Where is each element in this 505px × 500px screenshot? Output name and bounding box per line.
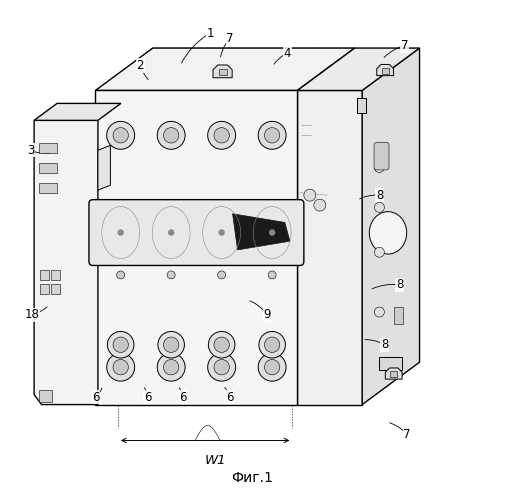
Circle shape: [117, 271, 125, 279]
Circle shape: [107, 122, 135, 150]
Text: 7: 7: [403, 428, 411, 441]
Circle shape: [265, 128, 280, 143]
Text: 8: 8: [376, 188, 383, 202]
Polygon shape: [379, 357, 402, 370]
Circle shape: [258, 353, 286, 381]
FancyBboxPatch shape: [39, 143, 57, 153]
Polygon shape: [233, 214, 290, 250]
Circle shape: [265, 360, 280, 375]
Polygon shape: [95, 48, 355, 90]
Circle shape: [164, 128, 179, 143]
Circle shape: [164, 360, 179, 375]
Text: 5: 5: [207, 208, 214, 222]
Text: 2: 2: [136, 59, 144, 72]
Circle shape: [314, 199, 326, 211]
Circle shape: [265, 337, 280, 352]
Circle shape: [214, 360, 229, 375]
Text: 8: 8: [381, 338, 388, 351]
Ellipse shape: [369, 212, 407, 254]
Circle shape: [269, 230, 275, 235]
Circle shape: [208, 122, 236, 150]
Circle shape: [218, 271, 226, 279]
Text: Фиг.1: Фиг.1: [232, 472, 273, 486]
FancyBboxPatch shape: [394, 307, 402, 324]
Polygon shape: [297, 48, 420, 90]
Circle shape: [258, 122, 286, 150]
FancyBboxPatch shape: [382, 68, 389, 73]
Circle shape: [374, 202, 384, 212]
Circle shape: [208, 353, 236, 381]
Text: 6: 6: [92, 390, 99, 404]
Polygon shape: [153, 48, 355, 84]
Polygon shape: [297, 90, 362, 405]
Circle shape: [374, 307, 384, 317]
Circle shape: [113, 337, 128, 352]
Text: 7: 7: [401, 39, 409, 52]
Text: 18: 18: [25, 308, 39, 322]
Circle shape: [214, 337, 229, 352]
Circle shape: [209, 332, 235, 358]
Circle shape: [214, 128, 229, 143]
Polygon shape: [34, 120, 98, 405]
Circle shape: [168, 230, 174, 235]
Circle shape: [167, 271, 175, 279]
FancyBboxPatch shape: [219, 69, 227, 75]
Circle shape: [157, 353, 185, 381]
Circle shape: [113, 360, 128, 375]
Circle shape: [158, 332, 184, 358]
FancyBboxPatch shape: [51, 284, 60, 294]
Circle shape: [259, 332, 285, 358]
FancyBboxPatch shape: [40, 270, 48, 280]
Circle shape: [304, 189, 316, 201]
Polygon shape: [95, 90, 297, 405]
Circle shape: [164, 337, 179, 352]
Text: 1: 1: [207, 26, 214, 40]
Text: 6: 6: [144, 390, 152, 404]
Text: 8: 8: [396, 278, 403, 291]
Circle shape: [157, 122, 185, 150]
Polygon shape: [362, 48, 420, 405]
Polygon shape: [34, 104, 121, 120]
Text: 8: 8: [393, 221, 401, 234]
Circle shape: [108, 332, 134, 358]
Polygon shape: [213, 65, 232, 78]
Text: 6: 6: [179, 390, 186, 404]
Polygon shape: [98, 146, 111, 190]
Circle shape: [118, 230, 124, 235]
Text: W1: W1: [205, 454, 226, 468]
Circle shape: [268, 271, 276, 279]
Text: 4: 4: [284, 46, 291, 60]
FancyBboxPatch shape: [374, 142, 389, 170]
FancyBboxPatch shape: [39, 390, 52, 402]
Circle shape: [374, 248, 384, 257]
Circle shape: [107, 353, 135, 381]
Circle shape: [113, 128, 128, 143]
FancyBboxPatch shape: [390, 372, 397, 377]
Polygon shape: [377, 64, 393, 76]
FancyBboxPatch shape: [89, 200, 304, 266]
FancyBboxPatch shape: [40, 284, 48, 294]
Polygon shape: [385, 368, 402, 379]
FancyBboxPatch shape: [51, 270, 60, 280]
Circle shape: [219, 230, 225, 235]
Circle shape: [374, 162, 384, 172]
Text: 9: 9: [264, 308, 271, 322]
FancyBboxPatch shape: [39, 162, 57, 172]
FancyBboxPatch shape: [39, 182, 57, 192]
Text: 7: 7: [226, 32, 234, 44]
Text: 6: 6: [226, 390, 234, 404]
Polygon shape: [357, 98, 366, 113]
Text: 3: 3: [27, 144, 34, 157]
